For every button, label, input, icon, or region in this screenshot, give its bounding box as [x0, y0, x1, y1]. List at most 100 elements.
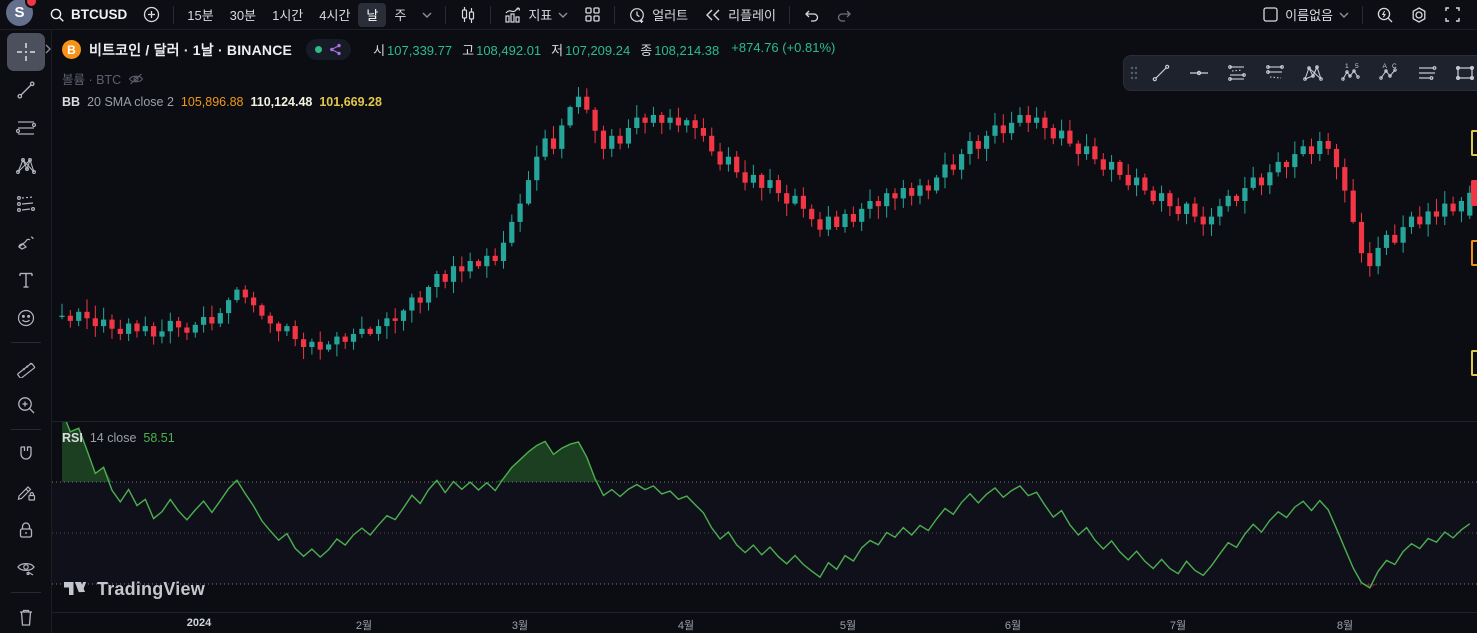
interval-button[interactable]: 15분	[179, 3, 221, 27]
bb-legend-row[interactable]: BB 20 SMA close 2 105,896.88 110,124.48 …	[62, 95, 835, 109]
magnet-tool[interactable]	[7, 435, 45, 473]
candle	[1359, 213, 1364, 263]
candle	[534, 146, 539, 191]
replay-button[interactable]: 리플레이	[696, 3, 784, 27]
candle	[884, 188, 889, 217]
bb-basis-price-label	[1471, 240, 1477, 266]
eye-off-icon[interactable]	[128, 72, 144, 86]
interval-button[interactable]: 날	[358, 3, 386, 27]
lock-all-drawings-tool[interactable]	[7, 511, 45, 549]
volume-legend-row[interactable]: 볼륨 · BTC	[62, 69, 835, 88]
undo-button[interactable]	[795, 3, 828, 27]
candle	[1351, 179, 1356, 224]
symbol-search-button[interactable]: BTCUSD	[41, 3, 135, 27]
candle	[801, 187, 806, 217]
candle	[493, 248, 498, 265]
text-tool[interactable]	[7, 261, 45, 299]
candle	[1134, 169, 1139, 197]
divider	[11, 429, 41, 430]
trend-line-tool[interactable]	[7, 71, 45, 109]
candle	[1176, 198, 1181, 221]
interval-more-chevron[interactable]	[414, 3, 440, 27]
symbol-legend-row[interactable]: B 비트코인 / 달러 · 1날 · BINANCE 시107,339.77 고…	[62, 39, 835, 60]
tradingview-logo-icon	[64, 580, 90, 600]
candle	[701, 118, 706, 142]
candle	[351, 329, 356, 350]
chevron-right-icon[interactable]	[44, 44, 52, 54]
brush-tool[interactable]	[7, 223, 45, 261]
candle	[168, 313, 173, 344]
layout-square-icon	[1262, 6, 1279, 23]
drawing-mode-lock-tool[interactable]	[7, 473, 45, 511]
candle	[1284, 160, 1289, 178]
interval-button[interactable]: 4시간	[311, 3, 358, 27]
candle	[143, 317, 148, 337]
bb-lower-price-label	[1471, 350, 1477, 376]
fav-horizontal-line-tool[interactable]	[1180, 58, 1218, 88]
fav-elliott-impulse-tool[interactable]: 1 5	[1332, 58, 1370, 88]
drag-handle[interactable]	[1126, 58, 1142, 88]
fav-fib-retracement-tool[interactable]	[1218, 58, 1256, 88]
candle	[951, 154, 956, 175]
time-axis[interactable]: 20242월3월4월5월6월7월8월	[52, 612, 1477, 633]
candle	[784, 185, 789, 216]
projection-tool[interactable]	[7, 185, 45, 223]
candle	[693, 114, 698, 139]
rsi-legend-row[interactable]: RSI 14 close 58.51	[62, 431, 175, 445]
candle	[318, 332, 323, 360]
interval-button[interactable]: 1시간	[264, 3, 311, 27]
indicators-button[interactable]: 지표	[496, 3, 576, 27]
settings-button[interactable]	[1402, 3, 1436, 27]
layout-grid-button[interactable]	[576, 3, 609, 27]
fib-retracement-tool[interactable]	[7, 109, 45, 147]
crosshair-tool[interactable]	[7, 33, 45, 71]
watermark-text: TradingView	[97, 579, 205, 600]
candle	[76, 308, 81, 326]
candle	[334, 332, 339, 356]
fav-xabcd-pattern-tool[interactable]	[1294, 58, 1332, 88]
left-drawing-toolbar	[0, 30, 52, 633]
bb-upper-value: 110,124.48	[250, 95, 312, 109]
top-toolbar: S BTCUSD 15분30분1시간4시간날주 지표	[0, 0, 1477, 30]
candle	[1376, 237, 1381, 275]
fav-rectangle-tool[interactable]	[1446, 58, 1477, 88]
fav-parallel-lines-tool[interactable]	[1408, 58, 1446, 88]
candle	[826, 206, 831, 236]
compare-add-symbol-button[interactable]	[135, 3, 168, 27]
remove-drawings-trash-tool[interactable]	[7, 598, 45, 633]
candle	[526, 171, 531, 205]
emoji-tool[interactable]	[7, 299, 45, 337]
chart-style-button[interactable]	[451, 3, 485, 27]
alert-button[interactable]: 얼러트	[620, 3, 696, 27]
candle	[251, 292, 256, 313]
candle	[301, 333, 306, 359]
xabcd-pattern-tool[interactable]	[7, 147, 45, 185]
candle	[634, 105, 639, 134]
interval-button[interactable]: 30분	[222, 3, 264, 27]
fav-fib-channel-tool[interactable]	[1256, 58, 1294, 88]
user-avatar[interactable]: S	[6, 0, 33, 26]
quick-search-button[interactable]	[1368, 3, 1402, 27]
redo-button[interactable]	[828, 3, 861, 27]
rsi-chart[interactable]	[52, 422, 1477, 612]
fav-abc-correction-tool[interactable]: A C	[1370, 58, 1408, 88]
candle	[393, 308, 398, 333]
candle	[659, 112, 664, 134]
chart-area[interactable]: B 비트코인 / 달러 · 1날 · BINANCE 시107,339.77 고…	[52, 30, 1477, 633]
zoom-in-tool[interactable]	[7, 386, 45, 424]
fav-trend-line-tool[interactable]	[1142, 58, 1180, 88]
measure-ruler-tool[interactable]	[7, 348, 45, 386]
save-layout-button[interactable]: 이름없음	[1254, 3, 1357, 27]
grid-layout-icon	[584, 6, 601, 23]
candle	[676, 108, 681, 133]
candle	[651, 107, 656, 127]
candle	[1101, 153, 1106, 176]
hide-drawings-tool[interactable]	[7, 549, 45, 587]
high-value: 108,492.01	[476, 43, 541, 58]
bb-basis-value: 105,896.88	[181, 95, 244, 109]
symbol-status-pill[interactable]	[306, 39, 351, 60]
interval-button[interactable]: 주	[386, 3, 414, 27]
candle	[1209, 208, 1214, 236]
fullscreen-button[interactable]	[1436, 3, 1469, 27]
candle	[1226, 190, 1231, 212]
